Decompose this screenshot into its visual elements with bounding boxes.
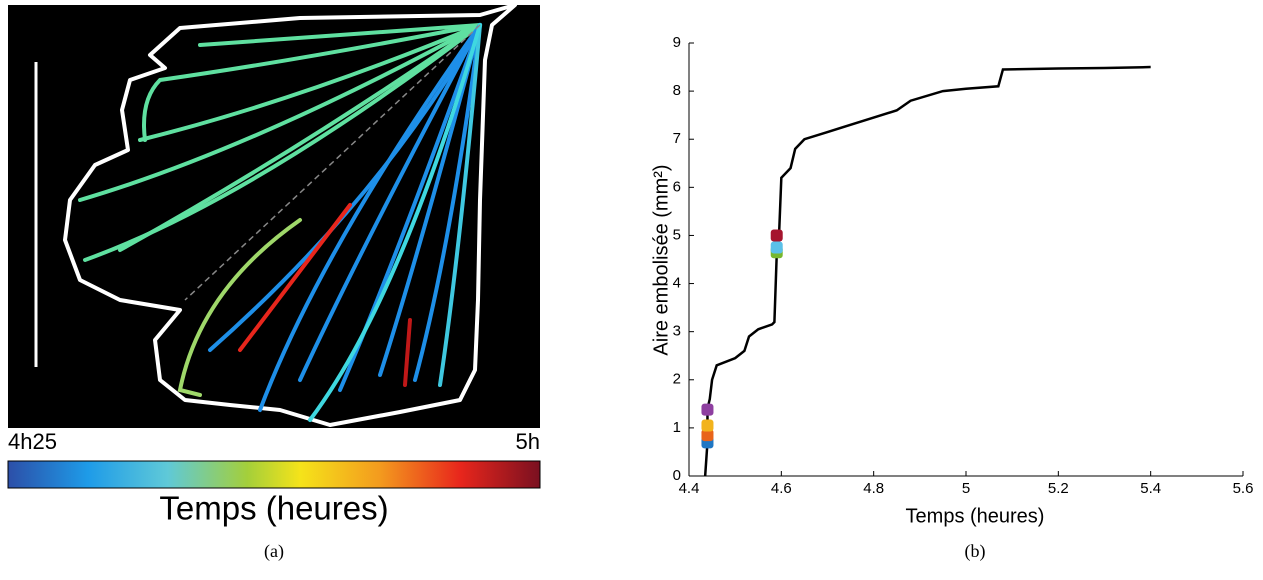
- line: [703, 65, 1151, 477]
- x-tick-label: 4.4: [679, 480, 700, 497]
- marker: [701, 429, 714, 442]
- y-tick-label: 6: [673, 178, 681, 195]
- y-tick-label: 9: [673, 34, 681, 51]
- x-tick-label: 5.6: [1233, 480, 1254, 497]
- marker: [770, 229, 783, 242]
- x-tick-label: 5.4: [1140, 480, 1161, 497]
- y-tick-label: 7: [673, 130, 681, 147]
- y-tick-label: 5: [673, 226, 681, 243]
- marker: [701, 403, 714, 416]
- y-tick-label: 2: [673, 371, 681, 388]
- y-tick-label: 8: [673, 82, 681, 99]
- y-tick-label: 1: [673, 419, 681, 436]
- y-axis-label: Aire embolisée (mm²): [650, 164, 672, 355]
- y-tick-label: 0: [673, 467, 681, 484]
- leaf-image: [8, 3, 540, 428]
- caption: (b): [965, 541, 986, 562]
- colorbar-label: Temps (heures): [159, 490, 388, 527]
- colorbar-min: 4h25: [8, 429, 57, 454]
- x-axis-label: Temps (heures): [906, 505, 1045, 527]
- colorbar-max: 5h: [516, 429, 540, 454]
- y-tick-label: 4: [673, 275, 681, 292]
- y-tick-label: 3: [673, 323, 681, 340]
- x-tick-label: 4.8: [863, 480, 884, 497]
- colorbar: [7, 460, 541, 489]
- marker: [701, 419, 714, 432]
- caption: (a): [264, 541, 284, 562]
- x-tick-label: 4.6: [771, 480, 792, 497]
- marker: [770, 241, 783, 254]
- x-tick-label: 5.2: [1048, 480, 1069, 497]
- x-tick-label: 5: [962, 480, 970, 497]
